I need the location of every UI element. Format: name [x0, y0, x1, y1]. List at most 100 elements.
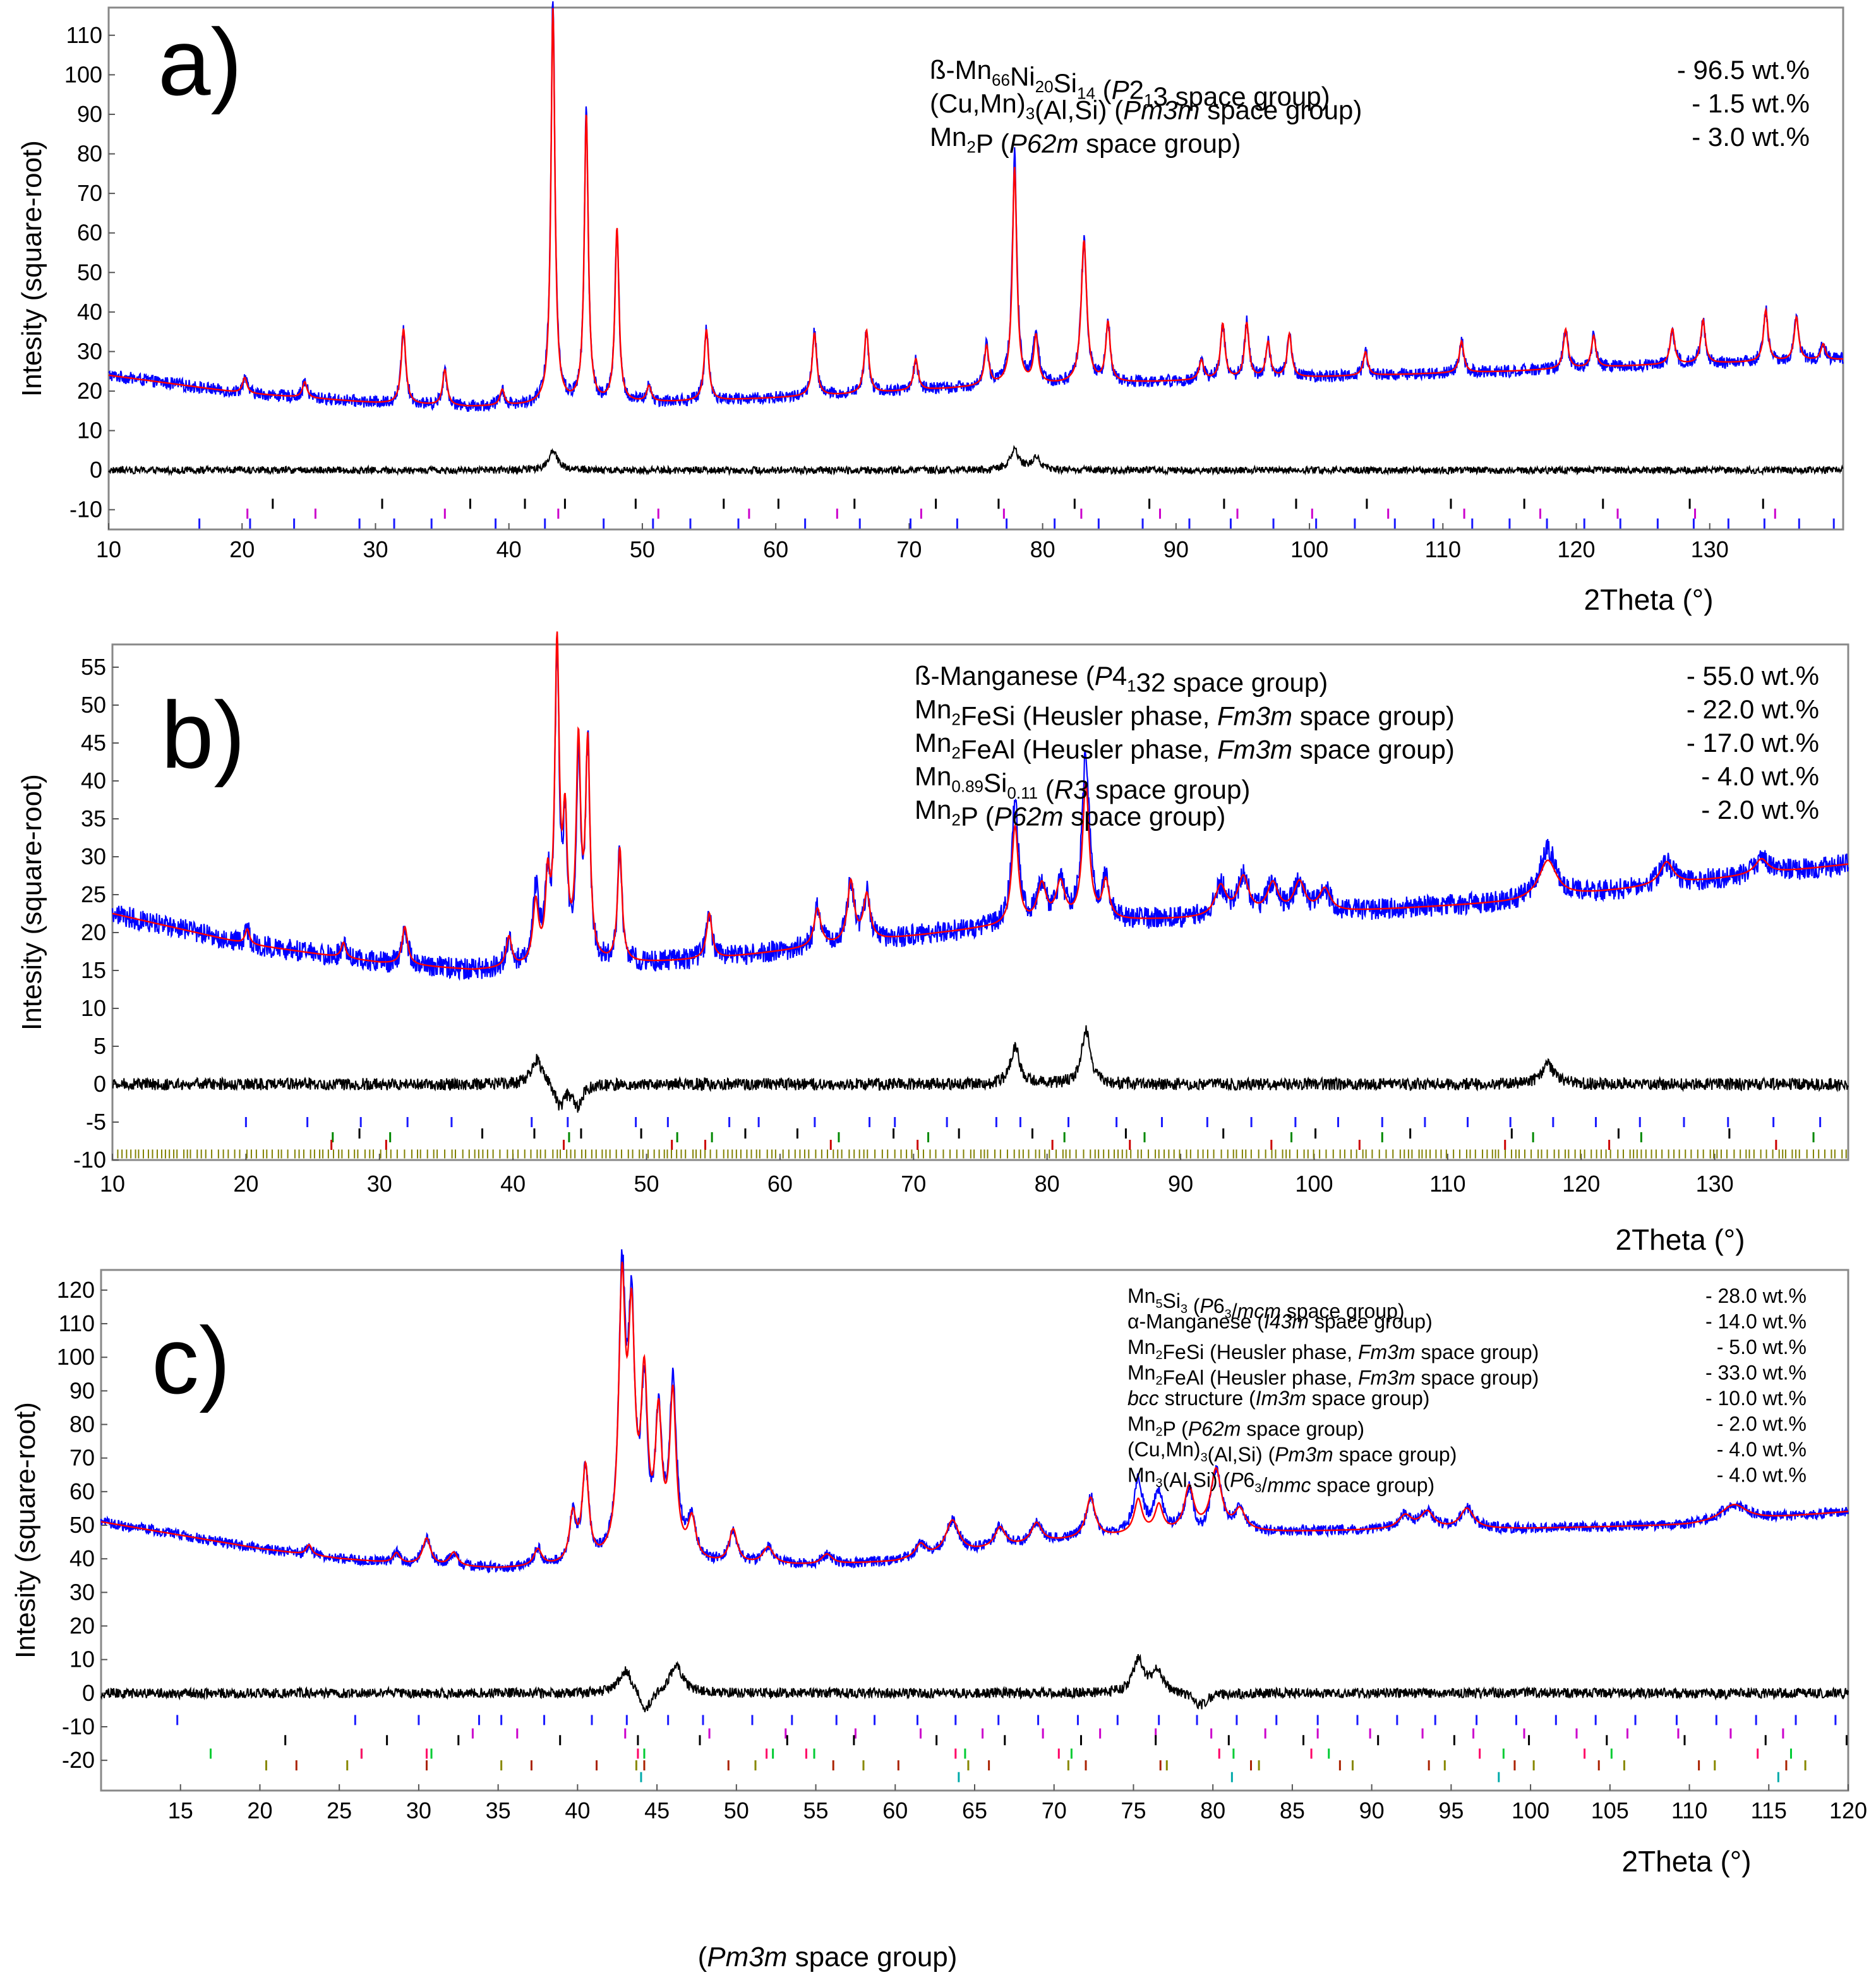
panel-c: -20 -10 0 10 20 30 40 50 60 70 80 90 100 110 120 15 20 25…: [10, 1249, 1867, 1878]
y-tick-label: 50: [77, 259, 102, 285]
x-tick-label: 60: [763, 536, 788, 562]
y-tick-label: 45: [81, 730, 106, 756]
y-tick-label: 20: [69, 1613, 95, 1639]
x-tick-label: 110: [1671, 1798, 1707, 1823]
panel-label: b): [161, 682, 245, 788]
x-tick-label: 30: [406, 1798, 431, 1823]
x-tick-label: 50: [630, 536, 655, 562]
x-tick-label: 60: [767, 1171, 793, 1197]
x-tick-label: 90: [1163, 536, 1189, 562]
bragg-ticks-5: [295, 1760, 1788, 1771]
x-tick-label: 65: [962, 1798, 987, 1823]
y-axis-label: Intesity (square-root): [16, 774, 47, 1030]
plot-frame: [111, 643, 1849, 1161]
legend-phase: ß-Manganese (P4132 space group): [915, 661, 1328, 698]
y-tick-label: 120: [57, 1277, 95, 1303]
bragg-ticks-2: [330, 1140, 1777, 1150]
x-tick-label: 55: [803, 1798, 829, 1823]
legend-wt-percent: - 22.0 wt.%: [1687, 694, 1819, 724]
y-tick-label: 50: [81, 692, 106, 718]
x-tick-label: 10: [100, 1171, 125, 1197]
legend-phase: Mn2FeAl (Heusler phase, Fm3m space group…: [1127, 1362, 1539, 1389]
bragg-ticks-1: [246, 508, 1776, 519]
legend-phase: bcc structure (Im3m space group): [1127, 1387, 1429, 1410]
y-tick-label: -10: [62, 1713, 95, 1739]
legend-wt-percent: - 10.0 wt.%: [1705, 1387, 1807, 1410]
y-tick-label: 0: [90, 457, 102, 483]
legend-phase: Mn2FeAl (Heusler phase, Fm3m space group…: [915, 728, 1455, 764]
y-tick-label: 55: [81, 654, 106, 680]
x-tick-label: 100: [1295, 1171, 1333, 1197]
y-axis-label: Intesity (square-root): [10, 1402, 41, 1659]
x-tick-label: 85: [1280, 1798, 1305, 1823]
legend-wt-percent: - 4.0 wt.%: [1717, 1438, 1807, 1461]
legend-phase: Mn2P (P62m space group): [1127, 1413, 1364, 1441]
x-tick-label: 120: [1829, 1798, 1867, 1823]
y-tick-label: 30: [81, 843, 106, 869]
x-tick-label: 80: [1035, 1171, 1060, 1197]
y-tick-label: 110: [59, 1310, 95, 1336]
y-tick-label: 100: [64, 61, 102, 87]
legend-wt-percent: - 5.0 wt.%: [1717, 1336, 1807, 1358]
legend-phase: Mn5Si3 (P63/mcm space group): [1127, 1284, 1405, 1322]
x-axis-label: 2Theta (°): [1621, 1845, 1751, 1878]
legend-wt-percent: - 14.0 wt.%: [1705, 1310, 1807, 1333]
x-tick-label: 130: [1691, 536, 1729, 562]
legend-wt-percent: - 17.0 wt.%: [1687, 728, 1819, 758]
y-tick-label: 15: [81, 957, 106, 983]
panel-label: c): [152, 1307, 231, 1413]
x-tick-label: 20: [233, 1171, 258, 1197]
y-tick-label: 0: [82, 1680, 95, 1706]
x-tick-label: 30: [367, 1171, 392, 1197]
y-tick-label: -10: [69, 497, 102, 523]
bragg-ticks-0: [176, 1715, 1837, 1725]
y-tick-label: 110: [66, 22, 102, 48]
y-tick-label: 10: [69, 1647, 95, 1672]
x-tick-label: 95: [1438, 1798, 1464, 1823]
x-tick-label: 30: [363, 536, 388, 562]
x-tick-label: 20: [247, 1798, 272, 1823]
bragg-ticks-3: [358, 1128, 1731, 1139]
x-tick-label: 45: [644, 1798, 670, 1823]
x-tick-label: 130: [1696, 1171, 1734, 1197]
y-tick-label: 60: [77, 220, 102, 246]
bragg-ticks-4: [360, 1748, 1759, 1759]
bragg-ticks-1: [332, 1132, 1815, 1142]
x-tick-label: 80: [1200, 1798, 1225, 1823]
x-tick-label: 115: [1751, 1798, 1787, 1823]
x-tick-label: 100: [1512, 1798, 1549, 1823]
bragg-ticks-4: [117, 1149, 1847, 1159]
observed-pattern: [108, 1, 1844, 412]
bragg-ticks-3: [210, 1748, 1792, 1759]
y-tick-label: 90: [69, 1377, 95, 1403]
y-tick-label: 20: [81, 919, 106, 945]
x-tick-label: 50: [724, 1798, 749, 1823]
y-axis-label: Intesity (square-root): [16, 140, 47, 397]
y-tick-label: -20: [62, 1747, 95, 1773]
difference-curve: [112, 1025, 1849, 1113]
x-tick-label: 20: [229, 536, 255, 562]
difference-curve: [108, 445, 1844, 476]
bragg-ticks-1: [471, 1728, 1784, 1739]
legend-phase: Mn3(Al,Si) (P63/mmc space group): [1127, 1464, 1434, 1497]
y-tick-label: 60: [69, 1478, 95, 1504]
y-tick-label: 80: [69, 1411, 95, 1437]
panel-label: a): [158, 9, 242, 115]
y-tick-label: 0: [93, 1071, 106, 1097]
calculated-pattern: [108, 8, 1843, 407]
y-tick-label: 100: [57, 1344, 95, 1370]
y-tick-label: 5: [93, 1033, 106, 1059]
y-tick-label: 25: [81, 881, 106, 907]
legend-phase: Mn2FeSi (Heusler phase, Fm3m space group…: [1127, 1336, 1539, 1363]
legend-wt-percent: - 55.0 wt.%: [1687, 661, 1819, 691]
y-tick-label: -5: [86, 1109, 106, 1135]
x-tick-label: 70: [896, 536, 922, 562]
x-tick-label: 50: [634, 1171, 659, 1197]
legend-wt-percent: - 4.0 wt.%: [1701, 761, 1819, 791]
x-tick-label: 110: [1429, 1171, 1465, 1197]
x-tick-label: 120: [1562, 1171, 1600, 1197]
y-tick-label: 35: [81, 806, 106, 831]
plot-frame: [107, 6, 1844, 531]
legend-phase: α-Manganese (I43m space group): [1127, 1310, 1433, 1333]
